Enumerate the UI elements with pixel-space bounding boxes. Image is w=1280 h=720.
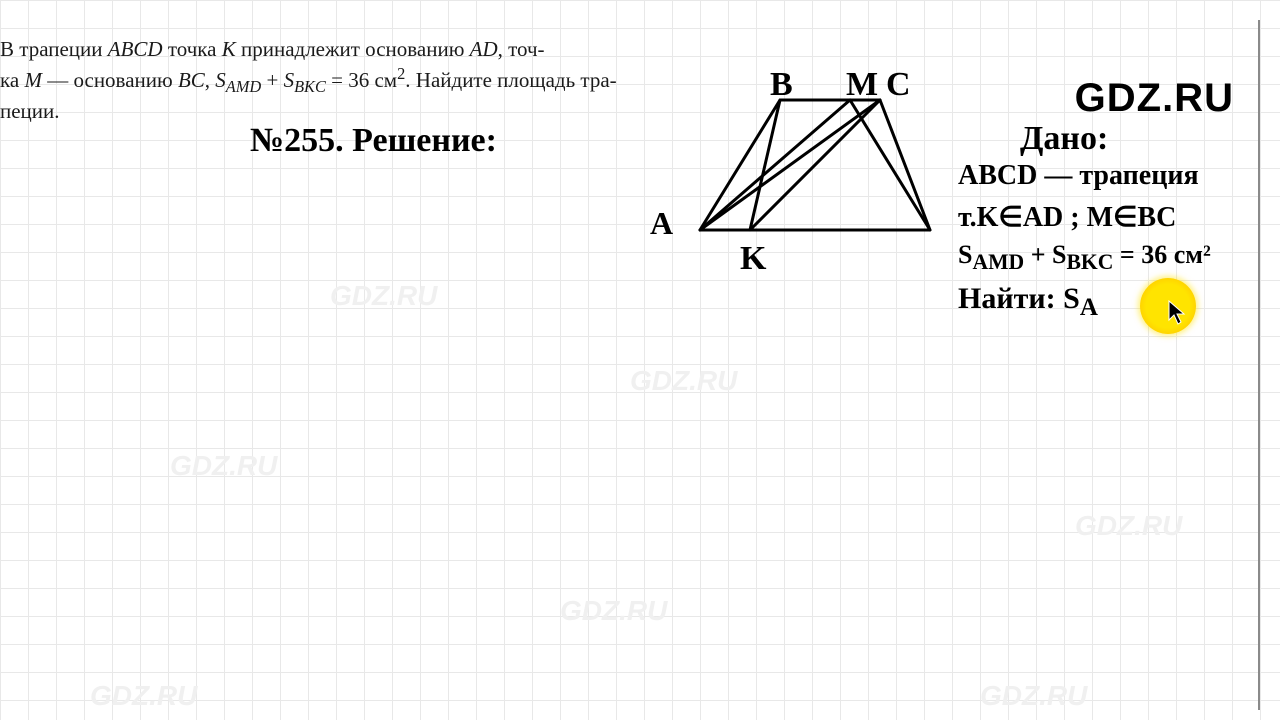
- text: S: [215, 68, 226, 92]
- text: M: [24, 68, 42, 92]
- problem-text: В трапеции ABCD точка K принадлежит осно…: [0, 36, 700, 125]
- text: В трапеции: [0, 37, 108, 61]
- text: +: [261, 68, 283, 92]
- vertex-label: K: [740, 240, 766, 278]
- vertex-label: C: [886, 66, 911, 104]
- text: пеции.: [0, 99, 60, 123]
- text: S: [958, 240, 972, 269]
- text: BKC: [294, 77, 326, 96]
- diagram-svg: [640, 60, 970, 290]
- text: K: [222, 37, 236, 61]
- text: принадлежит основанию: [236, 37, 470, 61]
- text: = 36 см: [326, 68, 397, 92]
- mouse-cursor: [1168, 300, 1188, 331]
- text: BKC: [1066, 250, 1113, 274]
- text: точка: [163, 37, 222, 61]
- hw-find: Найти: SA: [958, 282, 1098, 322]
- trapezoid-diagram: [640, 60, 970, 295]
- hw-given-line: т.K∈AD ; М∈BC: [958, 200, 1176, 234]
- text: + S: [1024, 240, 1066, 269]
- hw-given-line: SAMD + SBKC = 36 см²: [958, 240, 1211, 275]
- text: S: [284, 68, 295, 92]
- text: AD: [470, 37, 498, 61]
- hw-given-line: ABCD — трапеция: [958, 160, 1199, 192]
- hw-given-title: Дано:: [1020, 120, 1108, 158]
- site-logo: GDZ.RU: [1075, 76, 1234, 121]
- vertex-label: М: [846, 66, 878, 104]
- page-border: [1258, 20, 1260, 710]
- text: A: [1080, 294, 1098, 321]
- text: , точ-: [498, 37, 545, 61]
- text: ABCD: [108, 37, 163, 61]
- text: AMD: [972, 250, 1024, 274]
- text: = 36 см²: [1113, 240, 1210, 269]
- text: . Найдите площадь тра-: [405, 68, 616, 92]
- vertex-label: A: [650, 205, 673, 242]
- text: Найти: S: [958, 282, 1080, 315]
- hw-header: №255. Решение:: [250, 122, 497, 160]
- text: ка: [0, 68, 24, 92]
- text: AMD: [226, 77, 261, 96]
- text: — основанию: [42, 68, 178, 92]
- text: BC: [178, 68, 205, 92]
- text: ,: [205, 68, 216, 92]
- vertex-label: B: [770, 66, 793, 104]
